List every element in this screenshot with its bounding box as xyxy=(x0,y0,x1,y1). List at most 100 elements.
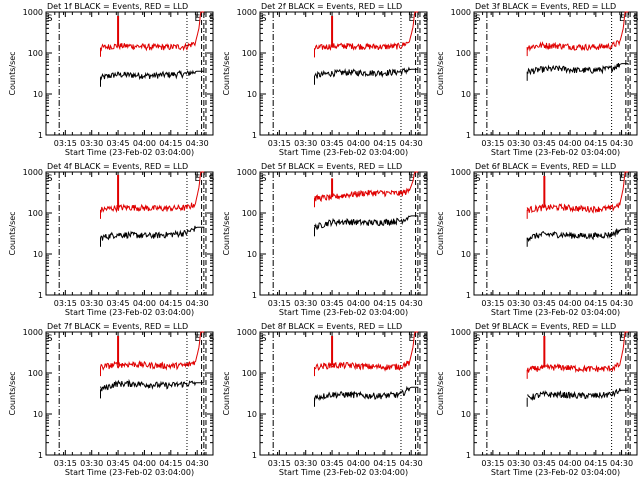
x-tick-label: 04:15 xyxy=(159,299,182,308)
plot-frame xyxy=(259,331,428,456)
plot-frame xyxy=(45,331,214,456)
x-tick-label: 03:45 xyxy=(321,299,344,308)
series-line-events xyxy=(314,66,419,79)
x-axis-label: Start Time (23-Feb-02 03:04:00) xyxy=(65,148,194,157)
end-marker-label: E xyxy=(195,14,201,24)
plot-frame xyxy=(45,171,214,296)
start-marker-label: S xyxy=(423,174,429,184)
x-axis-label: Start Time (23-Feb-02 03:04:00) xyxy=(491,468,620,477)
y-tick-label: 100 xyxy=(456,209,471,218)
y-tick-label: 10 xyxy=(461,410,471,419)
x-tick-label: 04:15 xyxy=(584,299,607,308)
y-axis-label: Counts/sec xyxy=(8,371,17,415)
start-marker-label: S xyxy=(209,334,215,344)
panel-det-2: Det 2f BLACK = Events, RED = LLD 1 10 100 10… xyxy=(222,2,429,157)
series-line-events xyxy=(100,378,205,392)
x-tick-label: 04:00 xyxy=(347,299,370,308)
y-axis-label: Counts/sec xyxy=(222,51,231,95)
y-tick-label: 1 xyxy=(38,451,43,460)
start-marker-label: S xyxy=(633,334,639,344)
x-tick-label: 04:00 xyxy=(133,299,156,308)
x-tick-label: 03:15 xyxy=(268,139,291,148)
x-tick-label: 03:15 xyxy=(54,139,77,148)
end-marker-label: E xyxy=(409,174,415,184)
series-line-lld xyxy=(526,171,629,214)
panel-det-9: Det 9f BLACK = Events, RED = LLD 1 10 100 10… xyxy=(436,322,639,477)
plot-frame xyxy=(259,11,428,136)
start-marker-label: S xyxy=(47,174,53,184)
series-line-events xyxy=(100,225,205,241)
start-marker-label: S xyxy=(209,14,215,24)
panel-title: Det 9f BLACK = Events, RED = LLD xyxy=(475,322,616,331)
y-tick-label: 1000 xyxy=(237,8,257,17)
y-tick-label: 1000 xyxy=(23,328,43,337)
start-marker-label: S xyxy=(475,14,481,24)
panel-det-8: Det 8f BLACK = Events, RED = LLD 1 10 100 10… xyxy=(222,322,429,477)
x-tick-label: 04:15 xyxy=(373,299,396,308)
x-axis-label: Start Time (23-Feb-02 03:04:00) xyxy=(279,308,408,317)
end-marker-label: E xyxy=(619,14,625,24)
y-tick-label: 100 xyxy=(242,49,257,58)
y-tick-label: 1000 xyxy=(451,168,471,177)
series-line-lld xyxy=(314,171,419,203)
y-tick-label: 1000 xyxy=(451,328,471,337)
start-marker-label: S xyxy=(47,14,53,24)
x-tick-label: 03:45 xyxy=(107,459,130,468)
x-axis-label: Start Time (23-Feb-02 03:04:00) xyxy=(279,468,408,477)
panel-det-3: Det 3f BLACK = Events, RED = LLD 1 10 100 10… xyxy=(436,2,639,157)
x-tick-label: 04:30 xyxy=(610,299,633,308)
x-tick-label: 04:30 xyxy=(610,139,633,148)
y-tick-label: 1 xyxy=(252,131,257,140)
start-marker-label: S xyxy=(423,334,429,344)
y-tick-label: 1 xyxy=(38,131,43,140)
x-tick-label: 04:15 xyxy=(159,139,182,148)
plot-frame xyxy=(45,11,214,136)
series-line-events xyxy=(100,69,205,81)
y-tick-label: 1000 xyxy=(23,168,43,177)
x-axis-label: Start Time (23-Feb-02 03:04:00) xyxy=(491,308,620,317)
series-line-events xyxy=(527,388,629,402)
y-tick-label: 1000 xyxy=(451,8,471,17)
panel-title: Det 1f BLACK = Events, RED = LLD xyxy=(47,2,188,11)
panel-det-6: Det 6f BLACK = Events, RED = LLD 1 10 100 10… xyxy=(436,162,639,317)
x-tick-label: 04:00 xyxy=(559,139,582,148)
x-tick-label: 03:30 xyxy=(507,139,530,148)
y-axis-label: Counts/sec xyxy=(8,211,17,255)
start-marker-label: S xyxy=(209,174,215,184)
y-tick-label: 1000 xyxy=(23,8,43,17)
x-tick-label: 03:30 xyxy=(507,299,530,308)
x-tick-label: 03:30 xyxy=(80,139,103,148)
x-tick-label: 04:00 xyxy=(347,459,370,468)
x-tick-label: 03:30 xyxy=(507,459,530,468)
x-tick-label: 03:45 xyxy=(533,459,556,468)
panel-det-7: Det 7f BLACK = Events, RED = LLD 1 10 100 10… xyxy=(8,322,215,477)
end-marker-label: E xyxy=(195,334,201,344)
x-tick-label: 04:30 xyxy=(186,459,209,468)
x-tick-label: 03:15 xyxy=(54,459,77,468)
panel-title: Det 8f BLACK = Events, RED = LLD xyxy=(261,322,402,331)
series-line-lld xyxy=(526,11,629,52)
x-axis-label: Start Time (23-Feb-02 03:04:00) xyxy=(65,468,194,477)
y-tick-label: 100 xyxy=(456,369,471,378)
start-marker-label: S xyxy=(633,14,639,24)
series-line-lld xyxy=(100,331,205,371)
end-marker-label: E xyxy=(619,174,625,184)
x-axis-label: Start Time (23-Feb-02 03:04:00) xyxy=(279,148,408,157)
x-tick-label: 04:30 xyxy=(400,459,423,468)
y-tick-label: 1 xyxy=(466,131,471,140)
y-tick-label: 1000 xyxy=(237,328,257,337)
series-line-lld xyxy=(314,331,419,372)
y-axis-label: Counts/sec xyxy=(436,211,445,255)
x-tick-label: 04:00 xyxy=(133,139,156,148)
y-tick-label: 10 xyxy=(461,90,471,99)
series-line-lld xyxy=(314,11,419,51)
x-tick-label: 03:15 xyxy=(268,459,291,468)
series-line-lld xyxy=(526,331,629,374)
x-tick-label: 04:00 xyxy=(133,459,156,468)
panel-title: Det 5f BLACK = Events, RED = LLD xyxy=(261,162,402,171)
end-marker-label: E xyxy=(195,174,201,184)
panel-title: Det 4f BLACK = Events, RED = LLD xyxy=(47,162,188,171)
x-tick-label: 03:30 xyxy=(80,459,103,468)
series-line-events xyxy=(527,63,629,76)
